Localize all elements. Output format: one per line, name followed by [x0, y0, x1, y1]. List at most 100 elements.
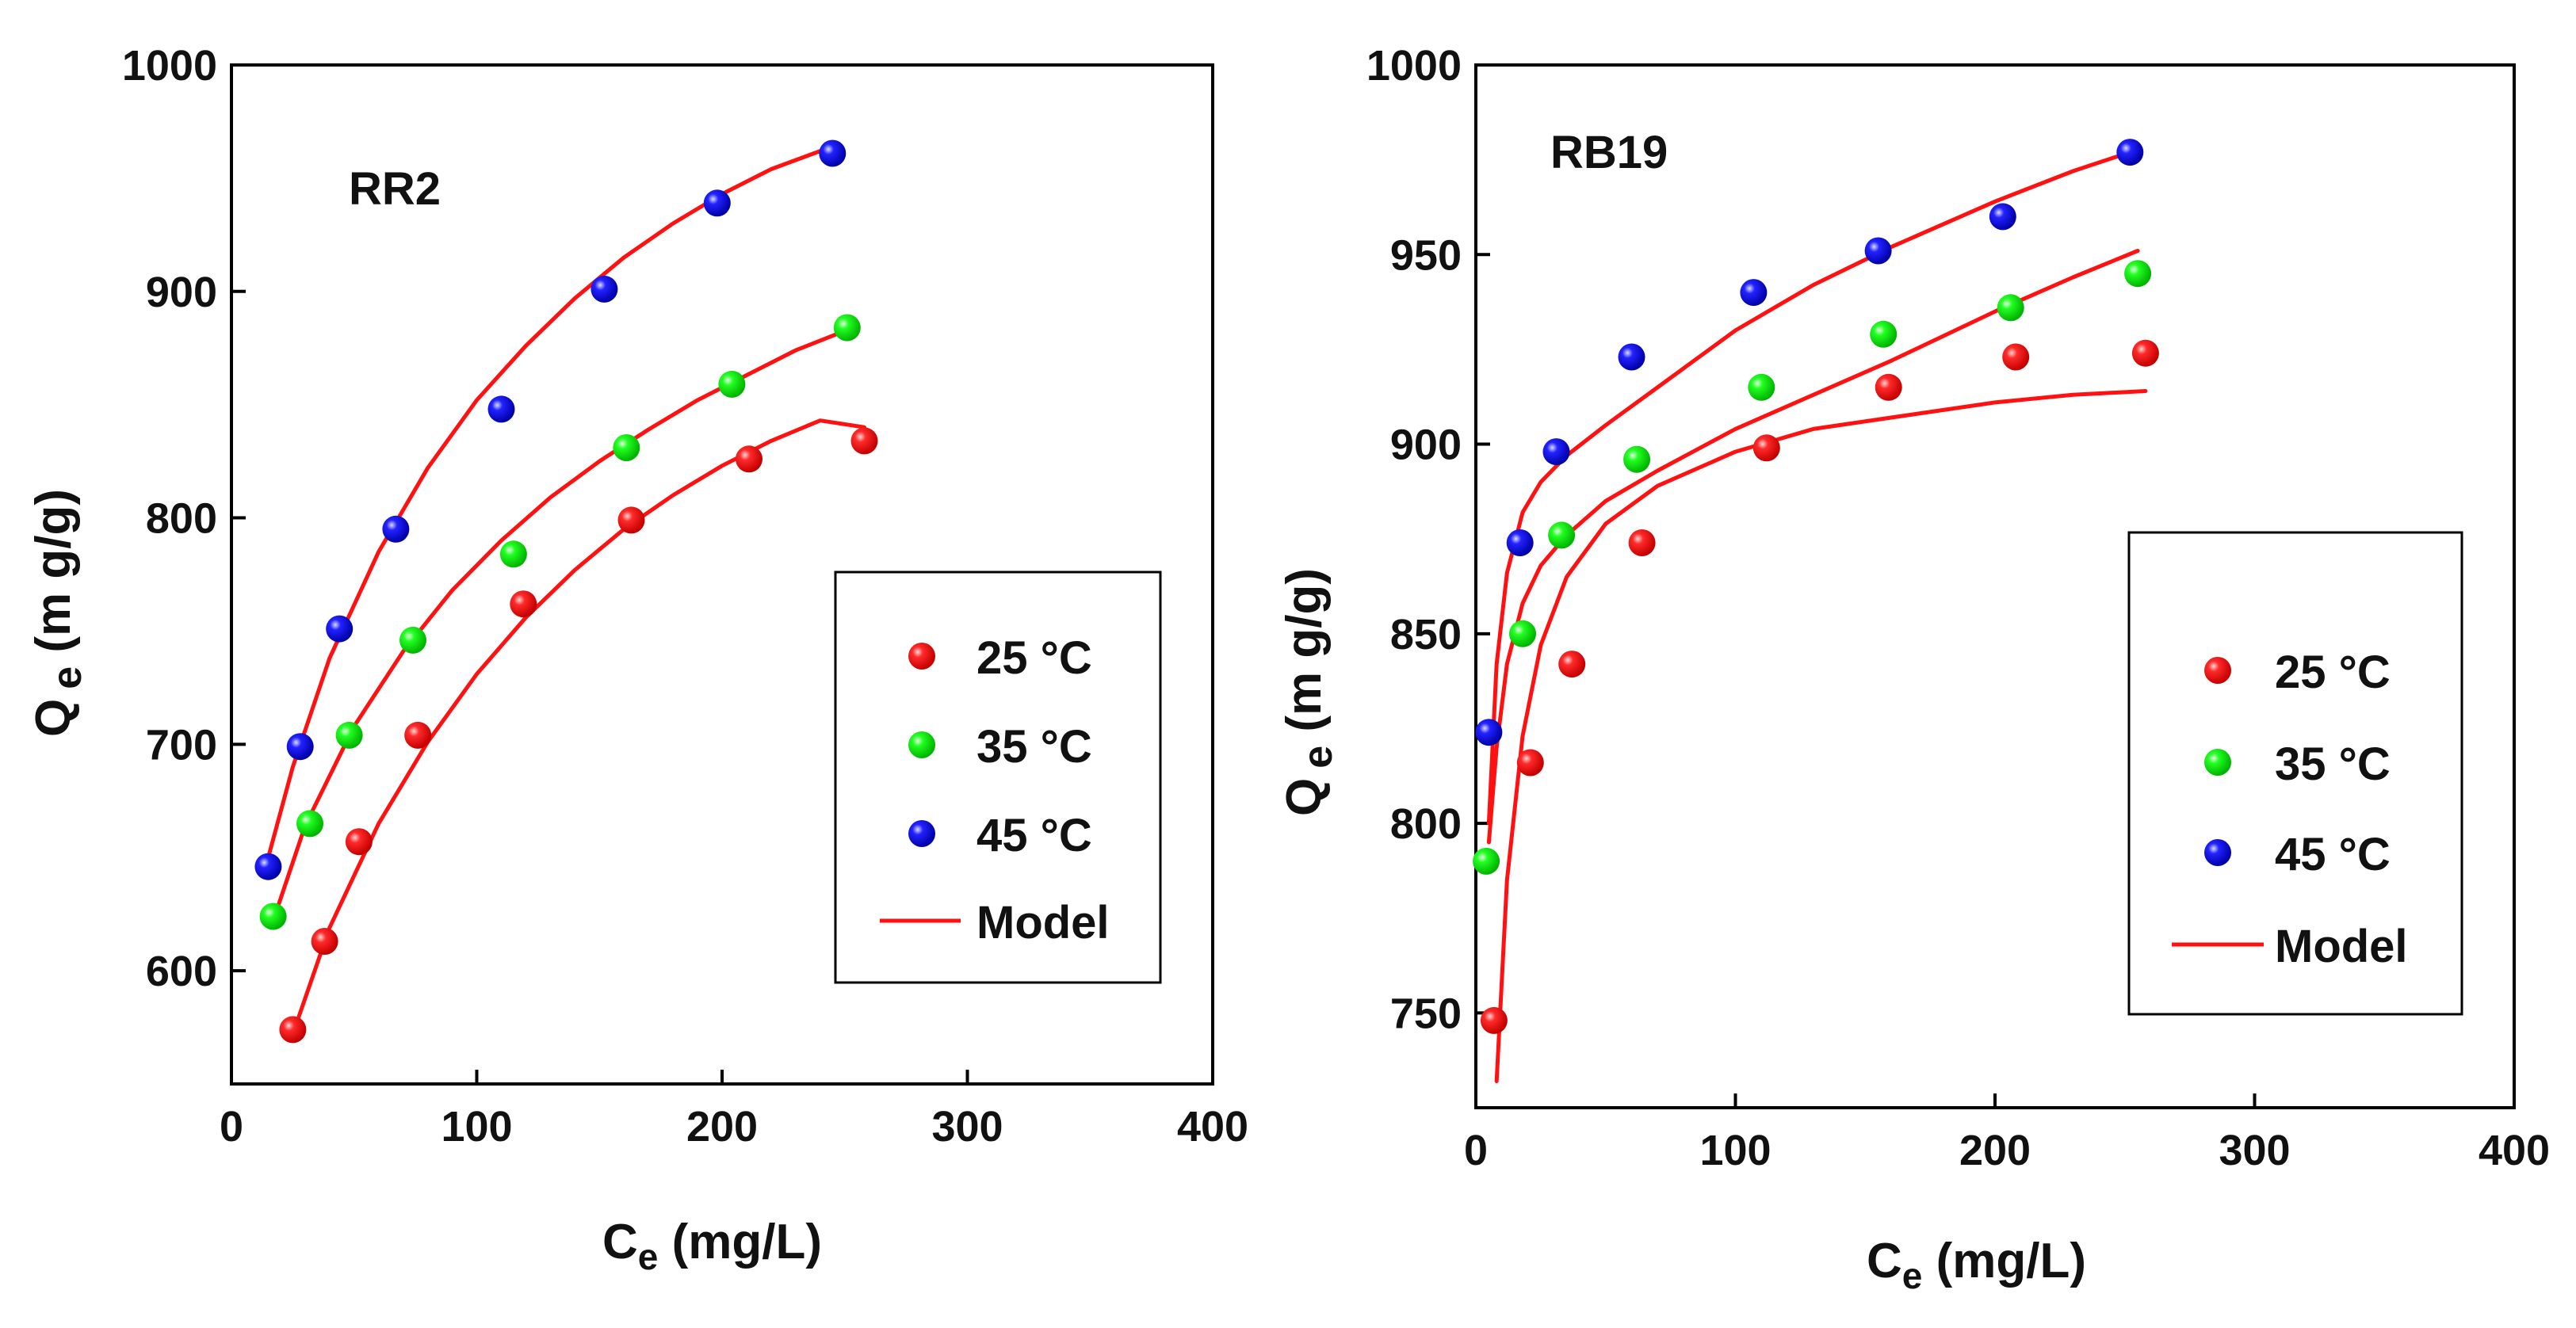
data-point-35c — [296, 810, 323, 838]
axis-ticks: 0 100 200 300 400 600 700 800 900 1000 — [122, 42, 1248, 1151]
data-point-45c — [1864, 237, 1892, 265]
data-point-25c — [1875, 373, 1902, 401]
x-tick-label: 400 — [2479, 1127, 2550, 1174]
data-point-45c — [819, 139, 847, 167]
data-point-45c — [2116, 139, 2144, 166]
data-point-25c — [1516, 749, 1544, 777]
data-point-25c — [279, 1016, 307, 1044]
legend-marker-35c — [908, 731, 935, 758]
data-point-45c — [703, 189, 731, 217]
data-point-35c — [2124, 260, 2152, 288]
x-tick-label: 0 — [220, 1103, 243, 1151]
y-tick-label: 800 — [146, 495, 217, 543]
y-axis-title-main: Q — [1277, 778, 1332, 816]
data-point-25c — [736, 445, 762, 473]
data-point-45c — [1740, 279, 1768, 307]
data-point-25c — [311, 928, 338, 955]
data-point-25c — [2131, 339, 2159, 367]
model-curve-45c — [1486, 150, 2132, 826]
data-point-45c — [1542, 438, 1570, 466]
legend-label-model: Model — [977, 897, 1110, 948]
x-axis-title: Ce (mg/L) — [1867, 1234, 2086, 1296]
legend-label-45c: 45 °C — [2275, 829, 2391, 880]
legend-marker-45c — [908, 820, 935, 847]
y-tick-label: 600 — [146, 948, 217, 995]
x-tick-label: 200 — [686, 1103, 758, 1151]
data-point-25c — [850, 427, 878, 455]
x-axis-title-sub: e — [1902, 1255, 1923, 1296]
data-point-45c — [1989, 203, 2016, 231]
data-point-25c — [404, 721, 432, 749]
y-tick-label: 900 — [1390, 422, 1462, 469]
y-tick-label: 1000 — [1366, 42, 1462, 90]
x-tick-label: 200 — [1959, 1127, 2031, 1174]
legend-marker-25c — [908, 643, 935, 670]
x-axis-title: Ce (mg/L) — [602, 1215, 822, 1277]
panel-label: RR2 — [349, 163, 441, 215]
data-point-25c — [617, 506, 645, 534]
legend-label-45c: 45 °C — [977, 810, 1092, 861]
data-point-45c — [1618, 343, 1645, 371]
data-point-35c — [335, 721, 363, 749]
data-point-35c — [833, 314, 861, 342]
legend-label-model: Model — [2275, 921, 2408, 972]
x-tick-label: 100 — [1699, 1127, 1771, 1174]
y-tick-label: 800 — [1390, 800, 1462, 848]
data-point-35c — [1548, 521, 1576, 549]
y-tick-label: 700 — [146, 721, 217, 769]
data-point-35c — [1509, 620, 1536, 647]
x-axis-title-main: C — [1867, 1234, 1902, 1288]
data-point-25c — [510, 590, 537, 618]
data-point-35c — [718, 370, 746, 398]
legend-box — [2127, 531, 2463, 1016]
legend-label-25c: 25 °C — [977, 632, 1092, 684]
data-point-25c — [1628, 529, 1656, 556]
y-axis-title-sub: e — [44, 666, 90, 689]
data-point-45c — [286, 733, 314, 761]
x-axis-title-sub: e — [638, 1236, 659, 1277]
data-point-25c — [1752, 434, 1780, 462]
x-tick-label: 0 — [1464, 1127, 1488, 1174]
data-point-35c — [1623, 445, 1651, 473]
data-point-25c — [2002, 343, 2030, 371]
chart-panel-rr2: RR2 0 100 200 300 400 600 700 800 900 1000 Ce (mg… — [26, 42, 1248, 1277]
legend-marker-25c — [2204, 657, 2231, 684]
y-axis-title: Qe (m g/g) — [26, 489, 90, 737]
legend-label-35c: 35 °C — [2275, 738, 2391, 790]
legend-label-35c: 35 °C — [977, 721, 1092, 773]
data-point-25c — [345, 828, 373, 856]
data-points — [254, 139, 878, 1044]
x-axis-title-unit: (mg/L) — [1922, 1234, 2086, 1288]
x-axis-title-unit: (mg/L) — [658, 1215, 822, 1269]
chart-panel-rb19: RB19 0 100 200 300 400 750 800 850 900 950 1000 Ce… — [1277, 42, 2550, 1296]
y-tick-label: 900 — [146, 269, 217, 316]
data-point-35c — [259, 903, 287, 930]
data-point-25c — [1558, 651, 1586, 678]
data-point-45c — [1475, 719, 1503, 746]
data-point-35c — [1870, 320, 1898, 348]
model-curve-25c — [290, 418, 866, 1036]
panel-label: RB19 — [1550, 127, 1668, 178]
y-axis-title-unit: (m g/g) — [1277, 568, 1332, 746]
y-tick-label: 750 — [1390, 990, 1462, 1037]
data-point-45c — [382, 515, 410, 543]
y-tick-label: 950 — [1390, 231, 1462, 279]
data-point-35c — [399, 626, 426, 654]
model-curve-25c — [1494, 389, 2148, 1083]
data-point-45c — [1506, 529, 1534, 556]
data-point-35c — [1997, 294, 2024, 322]
data-point-35c — [1473, 847, 1500, 875]
data-point-25c — [1480, 1006, 1508, 1034]
x-tick-label: 100 — [441, 1103, 512, 1151]
data-point-45c — [487, 395, 515, 423]
legend-marker-35c — [2204, 749, 2231, 776]
y-axis-title-sub: e — [1295, 746, 1341, 769]
x-axis-title-main: C — [602, 1215, 638, 1269]
y-axis-title-main: Q — [26, 699, 81, 737]
legend: 25 °C 35 °C 45 °C Model — [2127, 531, 2463, 1016]
y-tick-label: 1000 — [122, 42, 217, 90]
y-tick-label: 850 — [1390, 611, 1462, 658]
model-curves — [266, 144, 866, 1036]
data-points — [1473, 139, 2159, 1034]
